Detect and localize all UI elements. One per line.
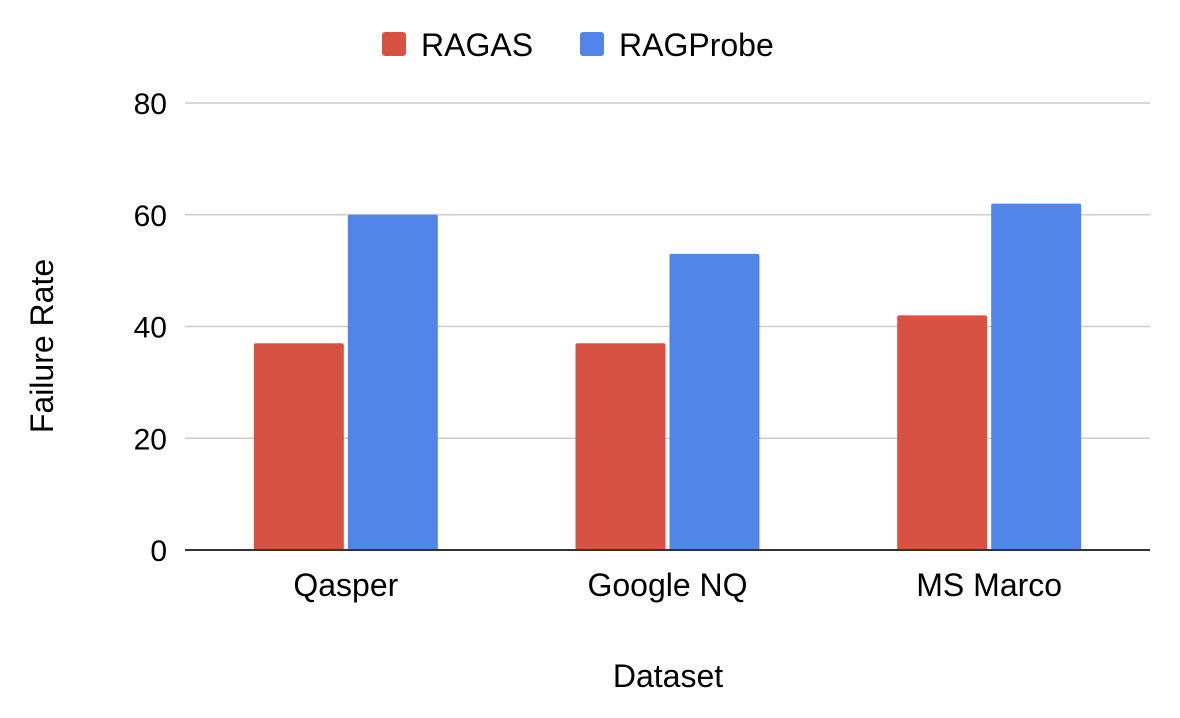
y-tick-label: 60 <box>134 200 167 233</box>
y-tick-label: 20 <box>134 423 167 456</box>
y-tick-label: 40 <box>134 312 167 345</box>
legend-label-ragas: RAGAS <box>421 27 533 63</box>
legend: RAGAS RAGProbe <box>382 27 774 63</box>
x-tick-label: Google NQ <box>587 567 747 603</box>
bar-layer <box>253 203 1082 551</box>
y-tick-label: 0 <box>150 535 167 568</box>
y-tick-label: 80 <box>134 88 167 121</box>
legend-swatch-ragprobe <box>580 32 604 56</box>
bar-ragprobe-qasper <box>347 214 438 550</box>
y-axis-title: Failure Rate <box>24 259 60 433</box>
bar-ragas-ms-marco <box>897 315 988 550</box>
axis-layer: 0 20 40 60 80 Qasper Google NQ MS Marco <box>134 88 1150 603</box>
grid-layer <box>185 102 1150 439</box>
bar-ragas-google-nq <box>575 343 666 550</box>
bar-ragprobe-google-nq <box>669 253 760 551</box>
legend-label-ragprobe: RAGProbe <box>619 27 774 63</box>
x-tick-label: MS Marco <box>916 567 1062 603</box>
x-tick-label: Qasper <box>293 567 398 603</box>
bar-ragprobe-ms-marco <box>991 203 1082 550</box>
x-axis-title: Dataset <box>613 658 723 694</box>
legend-swatch-ragas <box>382 32 406 56</box>
bar-ragas-qasper <box>253 343 344 550</box>
